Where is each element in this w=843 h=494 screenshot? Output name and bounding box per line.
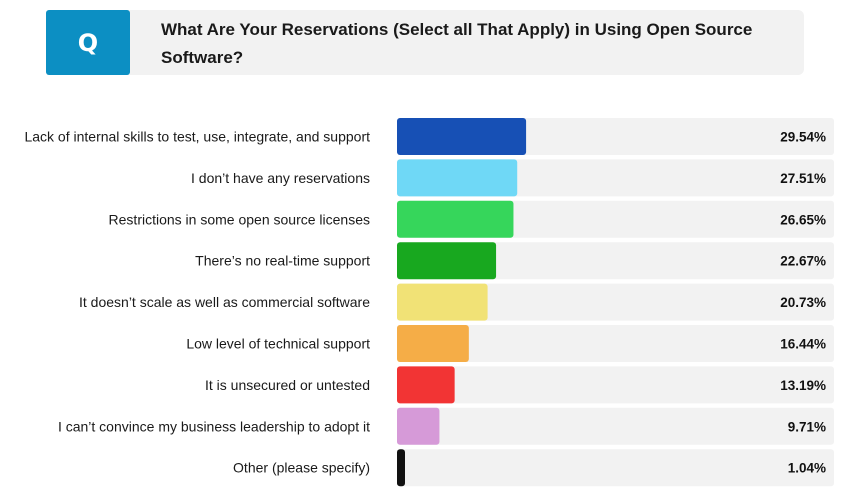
bar-track bbox=[397, 325, 834, 362]
category-label: Low level of technical support bbox=[186, 336, 370, 352]
category-label: I don’t have any reservations bbox=[191, 170, 370, 186]
bar-track bbox=[397, 366, 834, 404]
value-label: 16.44% bbox=[780, 337, 826, 352]
category-label: It doesn’t scale as well as commercial s… bbox=[79, 294, 370, 310]
bar-track bbox=[397, 283, 834, 321]
value-label: 29.54% bbox=[780, 130, 826, 145]
bar-track bbox=[397, 407, 834, 445]
bar bbox=[397, 200, 514, 238]
bar bbox=[397, 242, 497, 280]
category-label: Restrictions in some open source license… bbox=[109, 211, 370, 227]
category-label: Other (please specify) bbox=[233, 460, 370, 476]
bar bbox=[397, 325, 469, 362]
bar-track bbox=[397, 242, 834, 280]
question-badge: Q bbox=[46, 10, 130, 75]
value-label: 9.71% bbox=[788, 419, 826, 434]
value-label: 20.73% bbox=[780, 295, 826, 310]
bar-track bbox=[397, 449, 834, 487]
category-label: There’s no real-time support bbox=[195, 253, 370, 269]
bar bbox=[397, 449, 405, 487]
bar bbox=[397, 159, 518, 197]
category-label: It is unsecured or untested bbox=[205, 377, 370, 393]
value-label: 1.04% bbox=[788, 461, 826, 476]
value-label: 27.51% bbox=[780, 171, 826, 186]
category-label: I can’t convince my business leadership … bbox=[58, 418, 370, 434]
bar bbox=[397, 366, 455, 404]
value-label: 22.67% bbox=[780, 254, 826, 269]
category-label: Lack of internal skills to test, use, in… bbox=[24, 129, 370, 145]
bar bbox=[397, 118, 527, 155]
bar bbox=[397, 283, 488, 321]
question-box bbox=[46, 10, 804, 75]
value-label: 26.65% bbox=[780, 212, 826, 227]
value-label: 13.19% bbox=[780, 378, 826, 393]
question-title: What Are Your Reservations (Select all T… bbox=[161, 20, 753, 67]
bar bbox=[397, 407, 440, 445]
